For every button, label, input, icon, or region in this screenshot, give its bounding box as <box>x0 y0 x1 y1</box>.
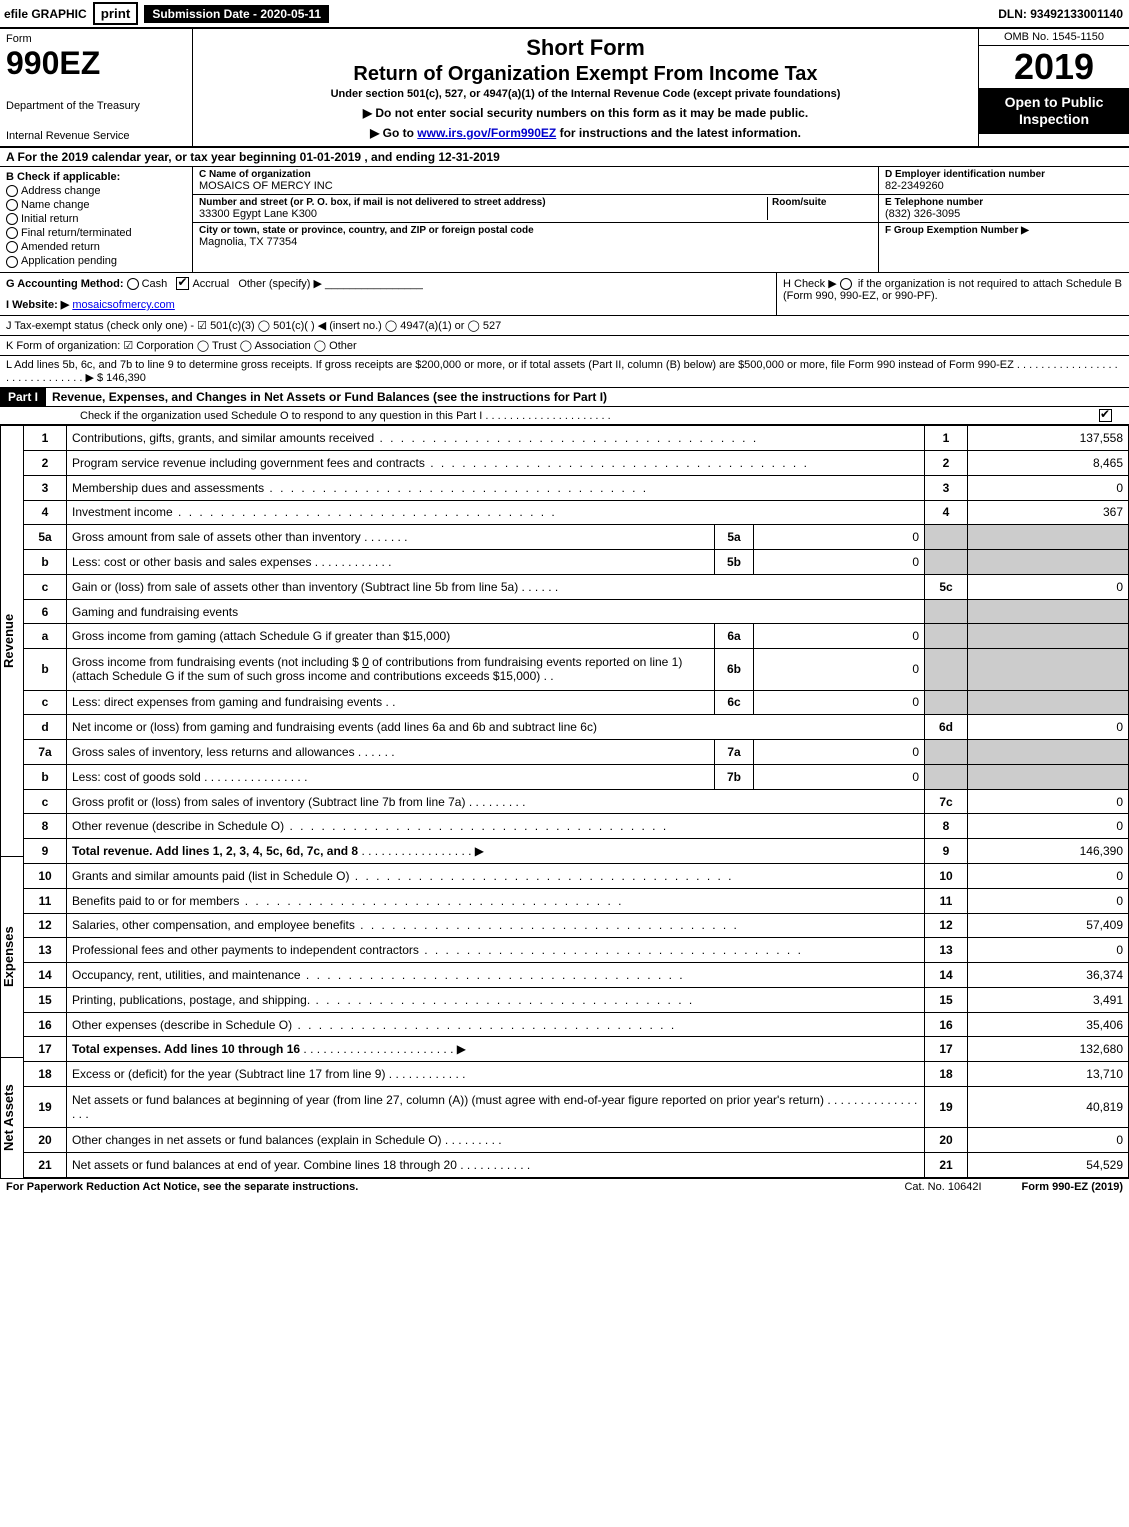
opt-application-pending: Application pending <box>6 255 186 267</box>
section-a-taxyear: A For the 2019 calendar year, or tax yea… <box>0 148 1129 167</box>
vert-netassets: Net Assets <box>0 1057 24 1178</box>
header-left: Form 990EZ Department of the Treasury In… <box>0 29 193 146</box>
line-19: 19Net assets or fund balances at beginni… <box>24 1087 1129 1128</box>
line-5c: cGain or (loss) from sale of assets othe… <box>24 574 1129 599</box>
ein: 82-2349260 <box>885 180 1123 192</box>
header-right: OMB No. 1545-1150 2019 Open to Public In… <box>978 29 1129 146</box>
tax-year: 2019 <box>979 46 1129 88</box>
row-h: H Check ▶ if the organization is not req… <box>776 273 1129 316</box>
goto-instructions: ▶ Go to www.irs.gov/Form990EZ for instru… <box>197 126 974 140</box>
lines-outer: Revenue Expenses Net Assets 1Contributio… <box>0 425 1129 1178</box>
addr-row: Number and street (or P. O. box, if mail… <box>193 195 878 223</box>
line-6a: aGross income from gaming (attach Schedu… <box>24 624 1129 649</box>
line-7b: bLess: cost of goods sold . . . . . . . … <box>24 764 1129 789</box>
line-1: 1Contributions, gifts, grants, and simil… <box>24 426 1129 451</box>
opt-final-return: Final return/terminated <box>6 227 186 239</box>
line-13: 13Professional fees and other payments t… <box>24 938 1129 963</box>
line-12: 12Salaries, other compensation, and empl… <box>24 913 1129 938</box>
line-7c: cGross profit or (loss) from sales of in… <box>24 789 1129 814</box>
part1-title: Revenue, Expenses, and Changes in Net As… <box>46 388 613 406</box>
line-5b: bLess: cost or other basis and sales exp… <box>24 550 1129 575</box>
row-i-label: I Website: ▶ <box>6 299 69 311</box>
line-10: 10Grants and similar amounts paid (list … <box>24 863 1129 888</box>
line-4: 4Investment income4367 <box>24 500 1129 525</box>
opt-name-change: Name change <box>6 199 186 211</box>
box-c: C Name of organization MOSAICS OF MERCY … <box>193 167 878 272</box>
irs-link[interactable]: www.irs.gov/Form990EZ <box>417 126 556 140</box>
group-exemption: F Group Exemption Number ▶ <box>885 225 1123 236</box>
omb-number: OMB No. 1545-1150 <box>979 29 1129 46</box>
room-label: Room/suite <box>772 197 872 208</box>
box-b: B Check if applicable: Address change Na… <box>0 167 193 272</box>
row-g: G Accounting Method: Cash Accrual Other … <box>0 273 776 316</box>
info-block: B Check if applicable: Address change Na… <box>0 167 1129 273</box>
line-17: 17Total expenses. Add lines 10 through 1… <box>24 1037 1129 1062</box>
public-inspection: Open to Public Inspection <box>979 88 1129 134</box>
gross-receipts: 146,390 <box>106 372 146 384</box>
line-20: 20Other changes in net assets or fund ba… <box>24 1128 1129 1153</box>
line-11: 11Benefits paid to or for members110 <box>24 888 1129 913</box>
org-name-row: C Name of organization MOSAICS OF MERCY … <box>193 167 878 195</box>
line-8: 8Other revenue (describe in Schedule O)8… <box>24 814 1129 839</box>
page-footer: For Paperwork Reduction Act Notice, see … <box>0 1178 1129 1195</box>
title-short-form: Short Form <box>197 35 974 61</box>
street-address: 33300 Egypt Lane K300 <box>199 208 767 220</box>
line-3: 3Membership dues and assessments30 <box>24 475 1129 500</box>
form-ref: Form 990-EZ (2019) <box>1022 1181 1123 1193</box>
line-14: 14Occupancy, rent, utilities, and mainte… <box>24 963 1129 988</box>
form-word: Form <box>6 33 186 45</box>
efile-label: efile GRAPHIC <box>0 5 91 23</box>
box-b-title: B Check if applicable: <box>6 171 186 183</box>
pra-notice: For Paperwork Reduction Act Notice, see … <box>6 1181 358 1193</box>
submission-date: Submission Date - 2020-05-11 <box>144 5 329 23</box>
line-2: 2Program service revenue including gover… <box>24 450 1129 475</box>
line-6: 6Gaming and fundraising events <box>24 599 1129 624</box>
opt-amended-return: Amended return <box>6 241 186 253</box>
line-15: 15Printing, publications, postage, and s… <box>24 987 1129 1012</box>
opt-initial-return: Initial return <box>6 213 186 225</box>
dept-irs: Internal Revenue Service <box>6 130 186 142</box>
box-f: F Group Exemption Number ▶ <box>879 223 1129 238</box>
top-bar: efile GRAPHIC print Submission Date - 20… <box>0 0 1129 29</box>
line-7a: 7aGross sales of inventory, less returns… <box>24 740 1129 765</box>
vert-expenses: Expenses <box>0 856 24 1057</box>
opt-address-change: Address change <box>6 185 186 197</box>
form-number: 990EZ <box>6 45 186 82</box>
subtitle: Under section 501(c), 527, or 4947(a)(1)… <box>197 88 974 100</box>
part1-check-row: Check if the organization used Schedule … <box>0 407 1129 425</box>
print-button[interactable]: print <box>93 2 139 25</box>
cat-no: Cat. No. 10642I <box>904 1181 981 1193</box>
line-18: 18Excess or (deficit) for the year (Subt… <box>24 1062 1129 1087</box>
header-center: Short Form Return of Organization Exempt… <box>193 29 978 146</box>
boxes-def: D Employer identification number 82-2349… <box>878 167 1129 272</box>
line-21: 21Net assets or fund balances at end of … <box>24 1153 1129 1178</box>
city-state-zip: Magnolia, TX 77354 <box>199 236 872 248</box>
form-header: Form 990EZ Department of the Treasury In… <box>0 29 1129 148</box>
row-k: K Form of organization: ☑ Corporation ◯ … <box>0 336 1129 356</box>
row-l: L Add lines 5b, 6c, and 7b to line 9 to … <box>0 356 1129 388</box>
line-6d: dNet income or (loss) from gaming and fu… <box>24 715 1129 740</box>
city-row: City or town, state or province, country… <box>193 223 878 250</box>
dept-treasury: Department of the Treasury <box>6 100 186 112</box>
title-return: Return of Organization Exempt From Incom… <box>197 63 974 86</box>
box-d: D Employer identification number 82-2349… <box>879 167 1129 195</box>
lines-table: 1Contributions, gifts, grants, and simil… <box>24 425 1129 1178</box>
ssn-warning: ▶ Do not enter social security numbers o… <box>197 106 974 120</box>
schedule-o-checkbox <box>1099 409 1112 422</box>
line-16: 16Other expenses (describe in Schedule O… <box>24 1012 1129 1037</box>
line-6c: cLess: direct expenses from gaming and f… <box>24 690 1129 715</box>
line-6b: bGross income from fundraising events (n… <box>24 649 1129 690</box>
row-j: J Tax-exempt status (check only one) - ☑… <box>0 316 1129 336</box>
website-link[interactable]: mosaicsofmercy.com <box>72 299 174 311</box>
part1-header-row: Part I Revenue, Expenses, and Changes in… <box>0 388 1129 407</box>
line-5a: 5aGross amount from sale of assets other… <box>24 525 1129 550</box>
dln: DLN: 93492133001140 <box>998 7 1129 21</box>
line-9: 9Total revenue. Add lines 1, 2, 3, 4, 5c… <box>24 839 1129 864</box>
row-gh: G Accounting Method: Cash Accrual Other … <box>0 273 1129 317</box>
part1-label: Part I <box>0 388 46 406</box>
box-e: E Telephone number (832) 326-3095 <box>879 195 1129 223</box>
telephone: (832) 326-3095 <box>885 208 1123 220</box>
vert-revenue: Revenue <box>0 425 24 856</box>
org-name: MOSAICS OF MERCY INC <box>199 180 872 192</box>
